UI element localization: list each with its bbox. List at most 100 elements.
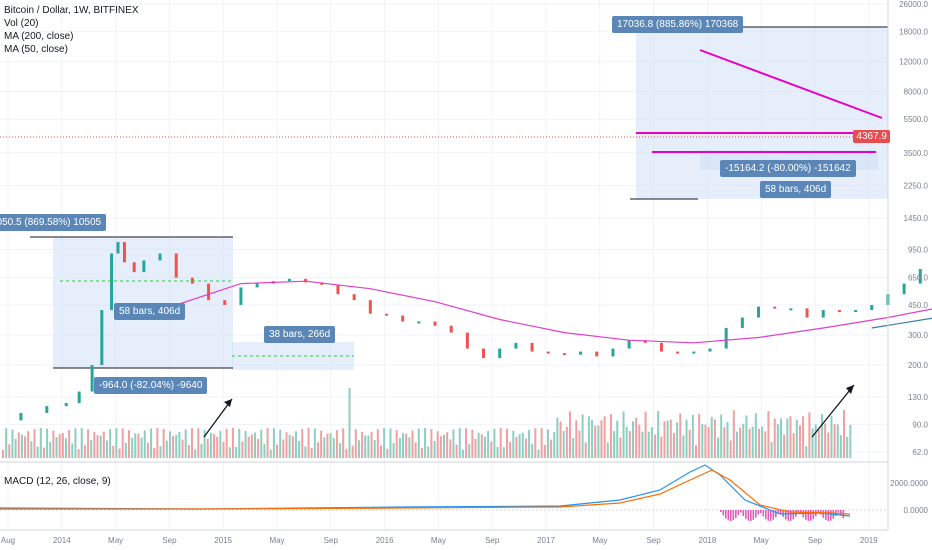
volume-bar [83,445,86,458]
x-tick-label: Sep [646,536,661,545]
volume-bar [411,430,414,458]
volume-bar [786,418,789,458]
vol-indicator-label[interactable]: Vol (20) [4,18,39,29]
candle [724,327,728,349]
volume-bar [184,429,187,458]
macd-tick-label: 0.0000 [904,506,929,515]
volume-bar [430,428,433,458]
volume-bar [458,428,461,458]
y-tick-label: 90.0 [912,420,928,429]
candle [870,304,874,311]
volume-bar [105,440,108,458]
volume-bar [591,420,594,458]
volume-bar [524,438,527,458]
volume-bar [389,428,392,458]
volume-bar [726,422,729,458]
volume-bar [443,434,445,458]
volume-bar [528,429,531,458]
candle [384,313,388,316]
ma50-line [176,280,932,344]
ma200-indicator-label[interactable]: MA (200, close) [4,31,74,42]
macd-indicator-label[interactable]: MACD (12, 26, close, 9) [4,476,111,487]
candle [368,300,372,314]
macd-pane [0,464,888,521]
volume-bar [417,428,420,458]
volume-bar [808,412,811,458]
macd-histogram-bar [765,510,767,520]
x-tick-label: 2015 [214,536,232,545]
volume-bar [723,427,726,458]
volume-bar [118,448,121,458]
volume-bar [36,446,39,458]
volume-bar [720,414,723,458]
volume-bar [134,433,137,458]
volume-bar [367,435,370,458]
volume-bars [2,388,852,458]
y-tick-label: 450.0 [908,301,929,310]
box1-top-label: 1050.5 (869.58%) 10505 [0,214,107,231]
volume-bar [172,435,175,458]
x-tick-label: Sep [162,536,177,545]
macd-histogram-bar [825,510,827,520]
volume-bar [521,432,524,458]
x-tick-label: May [754,536,769,545]
macd-line [0,464,851,517]
volume-bar [313,428,316,458]
volume-bar [575,420,578,458]
volume-bar [272,428,275,458]
volume-bar [168,431,171,458]
volume-bar [128,430,130,458]
volume-bar [17,432,20,458]
volume-bar [279,429,282,458]
volume-bar [339,443,342,458]
candle [789,308,793,311]
volume-bar [402,433,405,458]
volume-bar [827,432,830,458]
volume-bar [254,432,256,458]
volume-bar [219,430,222,458]
volume-bar [537,449,540,458]
volume-bar [843,410,846,458]
candle [676,351,680,354]
x-tick-label: Sep [485,536,500,545]
volume-bar [370,431,373,458]
macd-histogram-bar [787,510,790,521]
volume-bar [647,431,650,458]
volume-bar [452,429,455,458]
volume-bar [39,428,42,458]
box3-bottom-label: -15164.2 (-80.00%) -151642 [720,160,856,177]
volume-bar [597,425,600,458]
volume-bar [361,431,364,458]
volume-bar [348,388,351,458]
macd-histogram-bar [735,510,737,519]
volume-bar [824,423,827,458]
y-tick-label: 3500.0 [904,149,929,158]
volume-bar [5,428,8,458]
signal-line [0,469,851,515]
volume-bar [332,438,335,458]
volume-bar [556,417,559,458]
volume-bar [420,447,423,458]
volume-bar [477,432,480,458]
volume-bar [540,428,543,458]
volume-bar [307,428,310,458]
volume-bar [531,443,534,458]
volume-bar [729,440,732,458]
macd-histogram-bar [732,510,735,521]
volume-bar [792,433,795,458]
symbol-title[interactable]: Bitcoin / Dollar, 1W, BITFINEX [4,5,139,16]
y-tick-label: 950.0 [908,246,929,255]
y-tick-label: 650.0 [908,274,929,283]
ma50-indicator-label[interactable]: MA (50, close) [4,44,68,55]
volume-bar [628,431,631,458]
volume-bar [534,428,537,458]
candle [627,340,631,349]
volume-bar [543,444,546,458]
volume-bar [213,434,216,458]
macd-histogram-bar [747,510,750,521]
volume-bar [342,428,345,458]
volume-bar [55,437,58,458]
macd-histogram-bar [792,510,795,520]
y-tick-label: 62.0 [912,448,928,457]
